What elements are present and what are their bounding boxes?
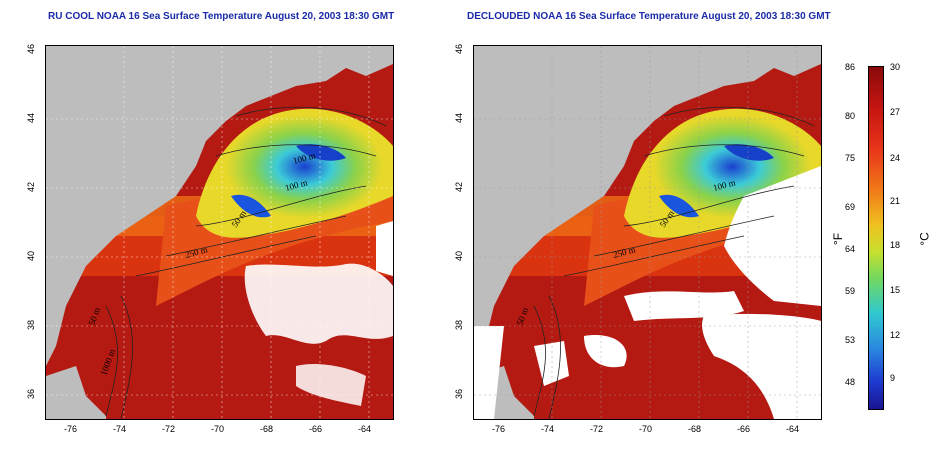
right-y-tick: 42	[454, 181, 465, 193]
right-x-tick: -70	[639, 424, 653, 434]
celsius-unit-label: °C	[917, 232, 932, 246]
left-x-tick: -70	[211, 424, 225, 434]
celsius-tick: 27	[890, 107, 901, 117]
fahrenheit-unit-label: °F	[831, 232, 846, 246]
fahrenheit-tick: 64	[845, 244, 856, 254]
left-map-title: RU COOL NOAA 16 Sea Surface Temperature …	[48, 11, 395, 22]
left-sst-map-graphic: 100 m 100 m 50 m 250 m 50 m 1000 m	[46, 46, 393, 419]
right-y-tick: 46	[454, 43, 465, 55]
fahrenheit-tick: 80	[845, 111, 856, 121]
right-sst-map-graphic: 100 m 50 m 250 m 50 m	[474, 46, 821, 419]
right-x-tick: -64	[786, 424, 800, 434]
left-y-tick: 40	[26, 250, 37, 262]
left-y-tick: 44	[26, 112, 37, 124]
temperature-colorbar	[868, 66, 884, 410]
right-x-tick: -66	[737, 424, 751, 434]
celsius-tick: 24	[890, 153, 901, 163]
left-x-tick: -72	[162, 424, 176, 434]
fahrenheit-tick: 53	[845, 335, 856, 345]
celsius-tick: 12	[890, 330, 901, 340]
left-y-tick: 42	[26, 181, 37, 193]
right-x-tick: -68	[688, 424, 702, 434]
left-x-tick: -74	[113, 424, 127, 434]
left-x-tick: -66	[309, 424, 323, 434]
right-x-tick: -72	[590, 424, 604, 434]
celsius-tick: 30	[890, 62, 901, 72]
celsius-tick: 9	[890, 373, 896, 383]
celsius-tick: 15	[890, 285, 901, 295]
left-y-tick: 36	[26, 388, 37, 400]
right-x-tick: -76	[492, 424, 506, 434]
right-y-tick: 38	[454, 319, 465, 331]
left-y-tick: 38	[26, 319, 37, 331]
left-x-tick: -64	[358, 424, 372, 434]
left-y-tick: 46	[26, 43, 37, 55]
fahrenheit-tick: 59	[845, 286, 856, 296]
left-sst-map: 100 m 100 m 50 m 250 m 50 m 1000 m	[45, 45, 394, 420]
celsius-tick: 18	[890, 240, 901, 250]
right-y-tick: 36	[454, 388, 465, 400]
right-map-title: DECLOUDED NOAA 16 Sea Surface Temperatur…	[467, 11, 831, 22]
fahrenheit-tick: 48	[845, 377, 856, 387]
right-x-tick: -74	[541, 424, 555, 434]
left-x-tick: -68	[260, 424, 274, 434]
fahrenheit-tick: 69	[845, 202, 856, 212]
celsius-tick: 21	[890, 196, 901, 206]
right-y-tick: 40	[454, 250, 465, 262]
fahrenheit-tick: 75	[845, 153, 856, 163]
left-x-tick: -76	[64, 424, 78, 434]
right-sst-map: 100 m 50 m 250 m 50 m	[473, 45, 822, 420]
fahrenheit-tick: 86	[845, 62, 856, 72]
right-y-tick: 44	[454, 112, 465, 124]
